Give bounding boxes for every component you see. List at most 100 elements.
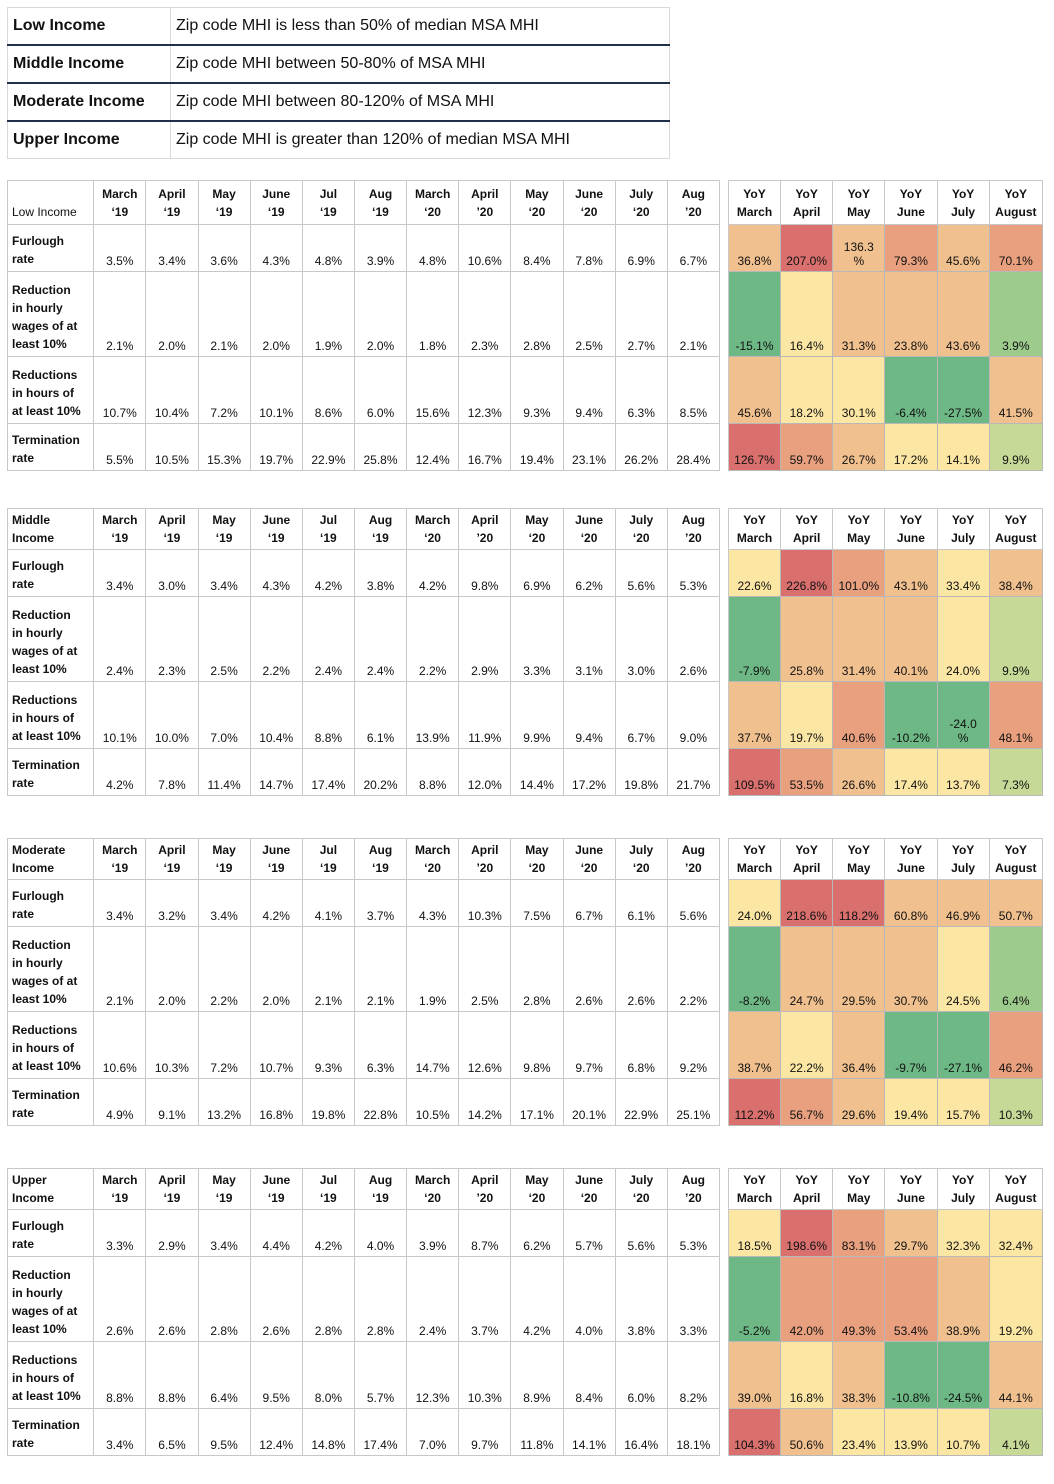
yoy-cell: -24.5% <box>936 1341 990 1409</box>
yoy-column-header: YoY March <box>727 508 782 550</box>
value-cell: 12.4% <box>406 423 460 471</box>
value-cell: 12.3% <box>458 356 512 424</box>
yoy-cell: 44.1% <box>988 1341 1044 1409</box>
value-cell: 21.7% <box>666 748 720 796</box>
row-label: Reductions in hours of at least 10% <box>6 1341 95 1409</box>
column-gap <box>718 1256 729 1342</box>
value-cell: 26.2% <box>614 423 668 471</box>
value-cell: 9.8% <box>510 1011 564 1079</box>
value-cell: 3.5% <box>93 224 147 272</box>
yoy-cell: 49.3% <box>832 1256 886 1342</box>
value-cell: 2.3% <box>458 271 512 357</box>
value-cell: 12.3% <box>406 1341 460 1409</box>
yoy-column-header: YoY May <box>832 1168 886 1210</box>
value-cell: 2.0% <box>353 271 408 357</box>
column-gap <box>718 681 729 749</box>
yoy-cell: 207.0% <box>780 224 834 272</box>
yoy-cell: 39.0% <box>727 1341 782 1409</box>
value-cell: 22.8% <box>353 1078 408 1126</box>
row-label: Termination rate <box>6 1078 95 1126</box>
value-cell: 2.5% <box>197 596 251 682</box>
column-header: Aug ‘19 <box>353 508 408 550</box>
value-cell: 18.1% <box>666 1408 720 1456</box>
yoy-cell: 198.6% <box>780 1209 834 1257</box>
column-gap <box>718 1408 729 1456</box>
yoy-column-header: YoY June <box>884 508 938 550</box>
value-cell: 6.0% <box>353 356 408 424</box>
column-gap <box>718 271 729 357</box>
yoy-cell: 19.2% <box>988 1256 1044 1342</box>
row-label: Termination rate <box>6 1408 95 1456</box>
table-row: Reductions in hours of at least 10% 10.7% 10… <box>6 356 1044 424</box>
value-cell: 7.0% <box>406 1408 460 1456</box>
column-header: March ‘20 <box>406 508 460 550</box>
income-section-table: Moderate Income March ‘19 April ‘19 May ‘19 June… <box>6 838 1044 1126</box>
row-label: Reduction in hourly wages of at least 10% <box>6 596 95 682</box>
value-cell: 3.4% <box>93 879 147 927</box>
yoy-column-header: YoY March <box>727 180 782 225</box>
value-cell: 2.8% <box>301 1256 355 1342</box>
column-header: April ‘19 <box>145 508 199 550</box>
column-header: April ’20 <box>458 508 512 550</box>
value-cell: 6.2% <box>510 1209 564 1257</box>
legend-row: Upper Income Zip code MHI is greater than… <box>7 120 670 159</box>
yoy-cell: 17.2% <box>884 423 938 471</box>
value-cell: 6.0% <box>614 1341 668 1409</box>
row-label: Reduction in hourly wages of at least 10% <box>6 271 95 357</box>
column-header: May ‘20 <box>510 1168 564 1210</box>
value-cell: 5.5% <box>93 423 147 471</box>
yoy-cell: 9.9% <box>988 423 1044 471</box>
value-cell: 2.6% <box>666 596 720 682</box>
table-row: Furlough rate 3.5% 3.4% 3.6% 4.3% 4.8% 3.9% 4.8%… <box>6 224 1044 272</box>
value-cell: 2.8% <box>197 1256 251 1342</box>
value-cell: 10.3% <box>458 879 512 927</box>
yoy-column-header: YoY March <box>727 838 782 880</box>
column-header: March ‘19 <box>93 838 147 880</box>
value-cell: 20.1% <box>562 1078 616 1126</box>
value-cell: 20.2% <box>353 748 408 796</box>
value-cell: 22.9% <box>614 1078 668 1126</box>
value-cell: 12.6% <box>458 1011 512 1079</box>
column-header: April ’20 <box>458 180 512 225</box>
value-cell: 10.6% <box>458 224 512 272</box>
column-header: April ‘19 <box>145 1168 199 1210</box>
yoy-cell: 36.8% <box>727 224 782 272</box>
yoy-cell: 37.7% <box>727 681 782 749</box>
yoy-cell: 43.6% <box>936 271 990 357</box>
yoy-cell: 13.9% <box>884 1408 938 1456</box>
value-cell: 16.7% <box>458 423 512 471</box>
value-cell: 17.4% <box>353 1408 408 1456</box>
table-row: Termination rate 4.2% 7.8% 11.4% 14.7% 17.4% 20… <box>6 748 1044 796</box>
value-cell: 4.3% <box>249 224 303 272</box>
value-cell: 5.7% <box>562 1209 616 1257</box>
value-cell: 7.8% <box>145 748 199 796</box>
column-header: June ‘19 <box>249 838 303 880</box>
column-header: Aug ‘19 <box>353 838 408 880</box>
value-cell: 19.7% <box>249 423 303 471</box>
yoy-cell: 32.3% <box>936 1209 990 1257</box>
yoy-cell: 10.3% <box>988 1078 1044 1126</box>
column-header: July ‘20 <box>614 508 668 550</box>
value-cell: 2.6% <box>249 1256 303 1342</box>
column-header: March ‘20 <box>406 1168 460 1210</box>
value-cell: 8.8% <box>145 1341 199 1409</box>
column-header: July ‘20 <box>614 1168 668 1210</box>
legend-description: Zip code MHI between 80-120% of MSA MHI <box>170 82 670 122</box>
yoy-column-header: YoY April <box>780 1168 834 1210</box>
column-gap <box>718 596 729 682</box>
value-cell: 2.1% <box>197 271 251 357</box>
column-header: Jul ‘19 <box>301 508 355 550</box>
yoy-cell: 30.1% <box>832 356 886 424</box>
value-cell: 2.2% <box>197 926 251 1012</box>
value-cell: 15.3% <box>197 423 251 471</box>
column-header: July ‘20 <box>614 838 668 880</box>
yoy-cell: 26.6% <box>832 748 886 796</box>
yoy-cell: 31.4% <box>832 596 886 682</box>
value-cell: 3.4% <box>197 879 251 927</box>
column-header: June ‘19 <box>249 508 303 550</box>
value-cell: 3.3% <box>93 1209 147 1257</box>
column-header: March ‘19 <box>93 1168 147 1210</box>
yoy-column-header: YoY June <box>884 1168 938 1210</box>
value-cell: 3.8% <box>614 1256 668 1342</box>
value-cell: 2.4% <box>353 596 408 682</box>
